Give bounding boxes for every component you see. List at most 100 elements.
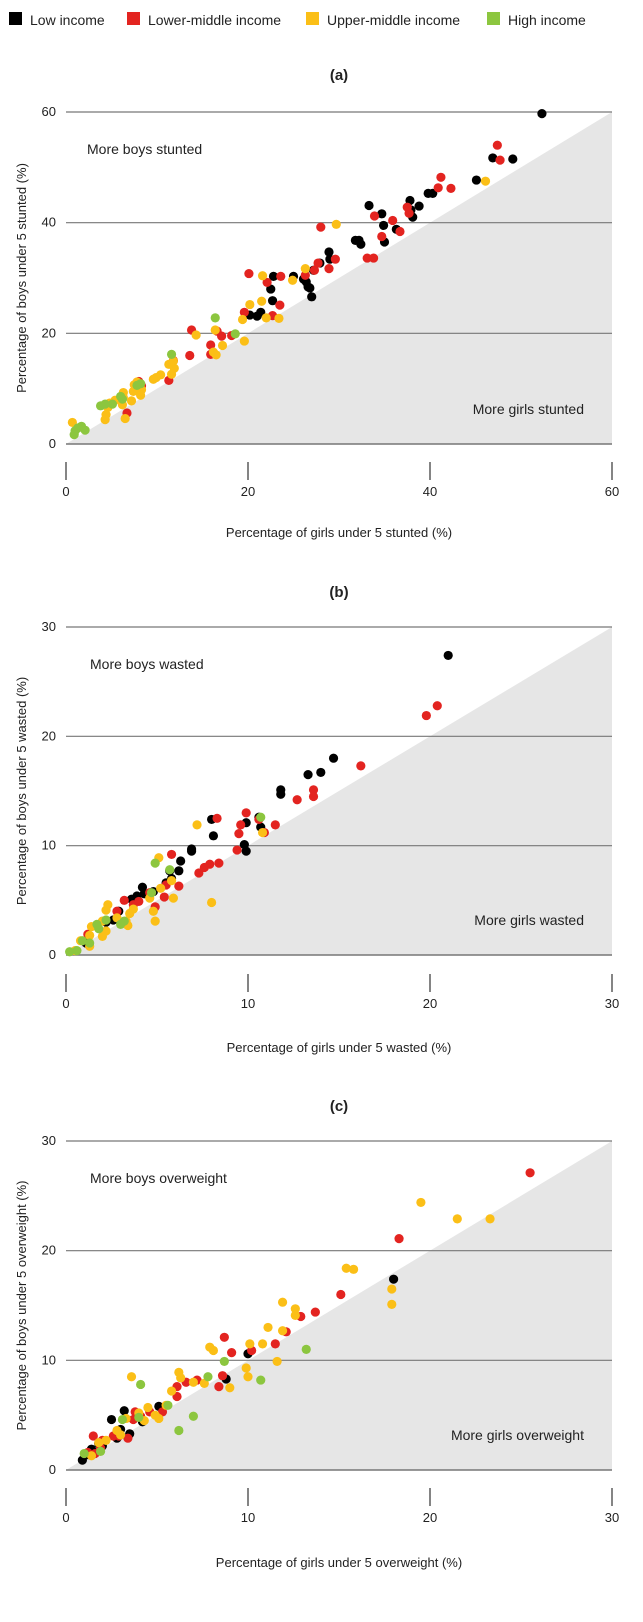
panel-a-point-upper-middle-income [237,314,248,325]
panel-a-point-lower-middle-income [492,140,502,150]
panel-c-xtick-label: 10 [241,1510,255,1525]
panel-c-point-upper-middle-income [416,1197,426,1208]
panel-c-point-lower-middle-income [394,1234,404,1244]
panel-a-ytick-label: 20 [42,325,56,340]
panel-b-point-lower-middle-income [174,881,184,891]
panel-a-point-lower-middle-income [275,300,285,310]
panel-c-point-low-income [106,1414,117,1425]
panel-b-point-upper-middle-income [148,906,158,916]
panel-c-point-lower-middle-income [217,1371,228,1381]
panel-a-xtick-label: 20 [241,484,255,499]
panel-a-point-upper-middle-income [257,271,268,281]
panel-b-point-lower-middle-income [194,868,204,878]
panel-a-point-low-income [305,283,315,293]
panel-c-xtick-label: 30 [605,1510,619,1525]
panel-c-point-upper-middle-income [241,1363,251,1373]
panel-a-point-upper-middle-income [245,299,255,310]
panel-a-point-high-income [210,313,220,323]
panel-b-point-lower-middle-income [308,791,319,802]
panel-c-point-lower-middle-income [310,1307,320,1317]
panel-b-point-upper-middle-income [97,931,107,942]
panel-a-point-low-income [267,296,278,306]
panel-b-point-low-income [208,831,219,841]
panel-c-point-upper-middle-income [94,1437,104,1448]
panel-b-point-lower-middle-income [432,701,442,711]
panel-b-xtick-label: 30 [605,996,619,1011]
panel-b-point-high-income [77,936,87,946]
panel-c-point-high-income [174,1425,184,1436]
panel-a-point-lower-middle-income [309,265,320,275]
panel-c-ytick-label: 10 [42,1352,56,1367]
panel-a-point-lower-middle-income [377,231,387,242]
panel-b-point-lower-middle-income [308,785,319,795]
panel-b-point-high-income [92,919,102,929]
panel-a-point-upper-middle-income [331,219,341,229]
panel-a-point-low-income [537,109,547,119]
panel-b-point-low-income [443,650,453,661]
panel-b-point-high-income [65,947,75,957]
panel-a-point-high-income [230,329,240,339]
panel-c-point-high-income [117,1414,128,1425]
panel-c-point-upper-middle-income [112,1425,122,1436]
panel-a-point-low-income [414,201,424,211]
legend: Low income Lower-middle income Upper-mid… [9,12,586,28]
panel-c-point-upper-middle-income [245,1339,255,1349]
panel-b-title: (b) [329,584,348,601]
panel-a-point-lower-middle-income [446,183,456,193]
panel-a-xtick-label: 60 [605,484,619,499]
panel-c-ytick-label: 30 [42,1133,56,1148]
panel-a-point-high-income [116,391,126,402]
panel-c-point-high-income [134,1412,144,1422]
panel-c-point-lower-middle-income [227,1348,237,1358]
panel-b-y-axis-label: Percentage of boys under 5 wasted (%) [14,677,29,905]
panel-a-point-upper-middle-income [191,330,201,340]
panel-b-points [65,650,453,957]
panel-c-xtick-label: 0 [62,1510,69,1525]
panel-a-upper-region-label: More boys stunted [87,141,202,157]
panel-c-ytick-label: 20 [42,1243,56,1258]
panel-c-point-upper-middle-income [174,1367,184,1377]
panel-a-point-low-income [356,239,366,249]
panel-a-xtick-label: 40 [423,484,437,499]
panel-c-point-upper-middle-income [126,1372,137,1382]
panel-b-xtick-label: 0 [62,996,69,1011]
legend-label-lower-middle-income: Lower-middle income [148,12,281,28]
panel-c-point-upper-middle-income [101,1435,111,1445]
panel-b-point-lower-middle-income [112,906,122,916]
panel-c-point-upper-middle-income [225,1383,235,1393]
panel-a-point-upper-middle-income [210,325,220,335]
panel-a-point-high-income [132,380,142,390]
panel-c-point-upper-middle-income [188,1377,198,1387]
panel-c-point-high-income [301,1344,311,1354]
panel-c-xtick-label: 20 [423,1510,437,1525]
panel-a-point-lower-middle-income [316,222,326,232]
panel-b-point-low-income [174,866,184,876]
panel-c-point-upper-middle-income [290,1304,300,1314]
panel-b-ytick-label: 30 [42,619,56,634]
panel-c-ytick-label: 0 [49,1462,56,1477]
panel-b-point-high-income [256,812,266,822]
panel-b-shaded-region [66,627,612,955]
panel-b-point-high-income [116,919,126,929]
panel-c-point-upper-middle-income [452,1214,462,1224]
panel-b-point-low-income [328,753,339,763]
panel-c-point-upper-middle-income [290,1310,300,1320]
panel-b-point-low-income [316,767,326,778]
panel-a-point-upper-middle-income [126,396,137,406]
panel-a-point-low-income [488,153,498,163]
panel-a-point-lower-middle-income [404,208,414,218]
panel-c-point-high-income [256,1375,266,1385]
panel-b-point-upper-middle-income [85,930,95,940]
panel-c-point-upper-middle-income [205,1342,215,1352]
panel-c-point-lower-middle-income [270,1339,280,1349]
panel-a-point-lower-middle-income [495,155,505,165]
panel-b-point-lower-middle-income [214,858,224,868]
panel-b-point-high-income [146,888,157,898]
panel-a-xtick-label: 0 [62,484,69,499]
panel-a-point-low-income [307,292,317,302]
panel-a-ytick-label: 40 [42,215,56,230]
panel-c-point-upper-middle-income [348,1264,359,1274]
panel-b-point-high-income [85,938,95,948]
panel-a-point-lower-middle-income [369,211,380,221]
panel-b-point-upper-middle-income [125,908,135,919]
